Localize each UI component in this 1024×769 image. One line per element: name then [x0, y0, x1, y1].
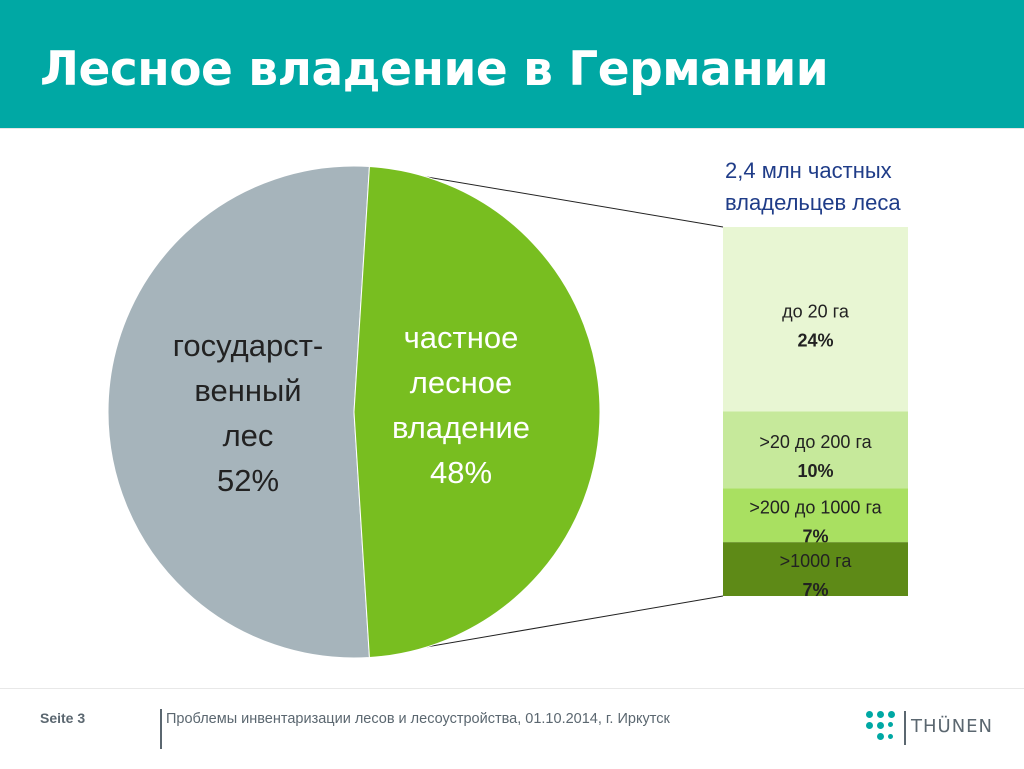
pie-label-state-forest: государст-венный лес 52%: [173, 328, 323, 498]
footer-divider: [160, 709, 162, 749]
bar-segment-over-1000-label: >1000 га: [780, 551, 853, 571]
bar-segment-200-1000-label: >200 до 1000 га: [749, 497, 882, 517]
bar-segment-200-1000-value: 7%: [802, 526, 828, 546]
bar-title-line: владельцев леса: [725, 190, 901, 215]
pie-slice-state-forest: [107, 165, 370, 659]
bar-segment-over-1000: [723, 542, 908, 596]
page-number: Seite 3: [40, 710, 86, 726]
bar-segment-200-1000: [723, 488, 908, 543]
logo-divider: [904, 711, 906, 745]
header-divider: [0, 128, 1024, 129]
bar-segment-up-to-20: [723, 227, 908, 412]
bar-segment-up-to-20-label: до 20 га: [782, 301, 850, 321]
slide-title: Лесное владение в Германии: [40, 42, 829, 97]
footer: Seite 3 Проблемы инвентаризации лесов и …: [0, 688, 1024, 769]
bar-segment-over-1000-value: 7%: [802, 580, 828, 600]
conference-text: Проблемы инвентаризации лесов и лесоустр…: [166, 711, 670, 727]
logo-name: THÜNEN: [911, 716, 994, 737]
bar-segment-20-200: [723, 411, 908, 489]
bar-segment-20-200-value: 10%: [797, 461, 833, 481]
bar-segment-20-200-label: >20 до 200 га: [759, 432, 872, 452]
thuenen-logo: THÜNEN: [864, 709, 994, 749]
pie-slice-private-forest: [353, 165, 601, 659]
pie-label-private-forest: частное лесное владение 48%: [392, 320, 530, 490]
bar-title-line: 2,4 млн частных: [725, 158, 892, 183]
forest-ownership-chart: государст-венный лес 52% частное лесное владе…: [107, 158, 908, 659]
bar-segment-up-to-20-value: 24%: [797, 330, 833, 350]
logo-dots-icon: [864, 709, 900, 745]
title-bar: Лесное владение в Германии: [0, 0, 1024, 128]
